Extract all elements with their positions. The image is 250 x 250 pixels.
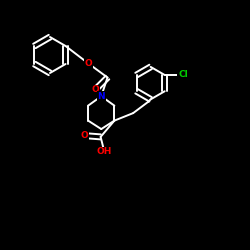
Text: O: O: [85, 59, 92, 68]
Text: OH: OH: [97, 147, 112, 156]
Text: O: O: [91, 86, 99, 94]
Text: N: N: [98, 92, 105, 101]
Text: Cl: Cl: [178, 70, 188, 80]
Text: O: O: [80, 131, 88, 140]
